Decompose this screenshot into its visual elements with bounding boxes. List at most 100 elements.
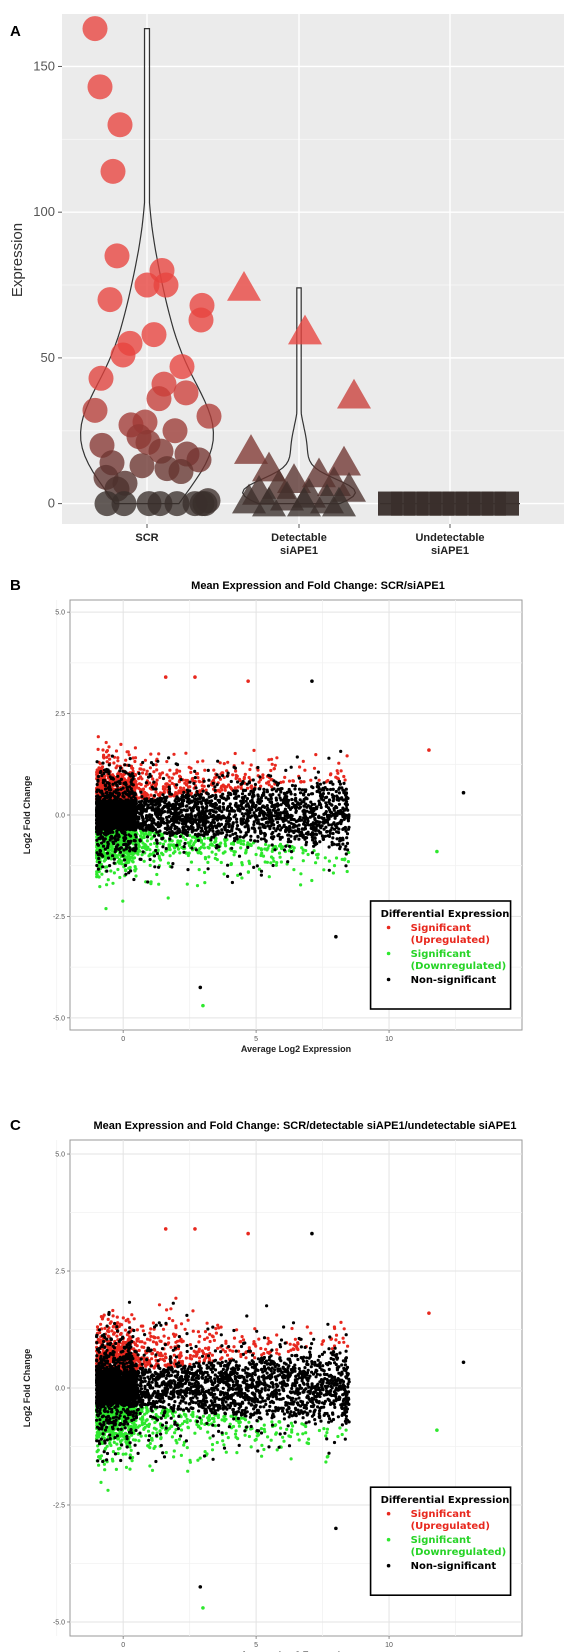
- legend-key-2: [386, 1563, 391, 1568]
- outlier-point: [334, 1526, 338, 1531]
- legend-key-0: [386, 925, 391, 930]
- legend-label-0: Significant: [411, 1509, 472, 1520]
- legend-key-1: [386, 1537, 391, 1542]
- panel-a-point-scr: [88, 365, 114, 391]
- panel-a-point-scr: [153, 272, 179, 298]
- panel-a-point-scr: [82, 397, 108, 423]
- x-tick-label: 10: [385, 1642, 393, 1649]
- y-tick-label: -2.5: [53, 1502, 65, 1509]
- y-tick-label: 0.0: [55, 813, 65, 820]
- outlier-point: [310, 679, 314, 683]
- panel-a-point-detectable: [252, 486, 286, 517]
- y-tick-label: -5.0: [53, 1619, 65, 1626]
- panel-a-point-scr: [169, 354, 195, 380]
- panel-a-point-detectable: [288, 314, 322, 345]
- outlier-point: [193, 675, 197, 679]
- outlier-point: [246, 1231, 250, 1236]
- outlier-point: [427, 1311, 431, 1315]
- panel-a-point-detectable: [227, 270, 261, 301]
- legend-label-1: Significant: [411, 949, 472, 960]
- panel-a-point-scr: [141, 322, 167, 348]
- outlier-point: [193, 1227, 197, 1231]
- panel-a-point-scr: [146, 386, 172, 412]
- outlier-point: [163, 675, 168, 679]
- panel-a-point-scr: [188, 307, 214, 333]
- panel-label-b: B: [10, 577, 21, 594]
- panel-a-point-detectable: [232, 483, 266, 514]
- panel-a-point-scr: [82, 16, 108, 42]
- legend-title: Differential Expression: [381, 909, 510, 920]
- legend-key-0: [386, 1511, 391, 1516]
- panel-a-x-tick-label: siAPE1: [431, 545, 469, 557]
- panel-a-point-scr: [129, 453, 155, 479]
- outlier-point: [246, 679, 250, 683]
- x-axis-label: Average Log2 Expression: [241, 1650, 351, 1652]
- point-cloud: [95, 735, 351, 911]
- outlier-point: [435, 849, 439, 854]
- y-tick-label: 5.0: [55, 610, 65, 617]
- panel-a-point-scr: [110, 342, 136, 368]
- outlier-point: [435, 1428, 439, 1432]
- y-tick-label: 5.0: [55, 1152, 65, 1159]
- y-axis-label: Log2 Fold Change: [22, 776, 32, 855]
- y-tick-label: -2.5: [53, 914, 65, 921]
- panel-a-point-detectable: [322, 486, 356, 517]
- x-tick-label: 5: [254, 1642, 258, 1649]
- x-tick-label: 5: [254, 1036, 258, 1043]
- y-tick-label: -5.0: [53, 1015, 65, 1022]
- legend-box: [369, 900, 512, 1010]
- legend-key-2: [386, 977, 391, 982]
- panel-a-point-scr: [173, 380, 199, 406]
- outlier-point: [201, 1003, 205, 1008]
- panel-a-x-tick-label: SCR: [135, 532, 158, 544]
- outlier-point: [334, 934, 338, 939]
- panel-a-point-detectable: [327, 445, 361, 476]
- panel-a-point-scr: [192, 491, 218, 517]
- panel-a-point-scr: [164, 491, 190, 517]
- panel-a-gridlines: [62, 14, 564, 524]
- panel-label-a: A: [10, 23, 21, 40]
- outlier-point: [198, 985, 203, 990]
- panel-b-plot: 0 5 10 5.0 2.5 0.0 -2.5 -5.0 Average Log2 Expres…: [22, 599, 523, 1054]
- legend-label-0: (Upregulated): [411, 935, 490, 946]
- panel-a-point-scr: [186, 447, 212, 473]
- outlier-point: [310, 1231, 314, 1236]
- y-tick-label: 2.5: [55, 1269, 65, 1276]
- x-tick-label: 0: [121, 1036, 125, 1043]
- legend-label-2: Non-significant: [411, 975, 497, 986]
- legend-title: Differential Expression: [381, 1495, 510, 1506]
- panel-a-y-tick-label-150: 150: [33, 58, 55, 73]
- panel-a-y-tick-label-50: 50: [41, 350, 55, 365]
- legend-label-0: (Upregulated): [411, 1521, 490, 1532]
- panel-a-point-scr: [107, 112, 133, 138]
- panel-a-point-scr: [87, 74, 113, 100]
- panel-label-c: C: [10, 1117, 21, 1134]
- panel-c-title: Mean Expression and Fold Change: SCR/det…: [94, 1120, 517, 1132]
- x-axis-label: Average Log2 Expression: [241, 1044, 351, 1054]
- legend-label-0: Significant: [411, 923, 472, 934]
- panel-a-y-tick-label-100: 100: [33, 204, 55, 219]
- panel-a-point-detectable: [337, 378, 371, 409]
- y-axis-label: Log2 Fold Change: [22, 1349, 32, 1428]
- panel-a-x-tick-label: siAPE1: [280, 545, 318, 557]
- panel-a-point-scr: [134, 272, 160, 298]
- y-tick-label: 0.0: [55, 1386, 65, 1393]
- legend-label-1: (Downregulated): [411, 961, 507, 972]
- panel-a-y-tick-label-0: 0: [48, 496, 55, 511]
- outlier-point: [163, 1227, 168, 1231]
- panel-a-point-detectable: [234, 434, 268, 464]
- y-tick-label: 2.5: [55, 711, 65, 718]
- panel-a-points: [82, 16, 519, 517]
- outlier-point: [461, 1360, 466, 1365]
- legend-label-2: Non-significant: [411, 1561, 497, 1572]
- panel-a-x-tick-label: Undetectable: [415, 532, 484, 544]
- legend-key-1: [386, 951, 391, 956]
- panel-a-point-detectable: [287, 486, 321, 517]
- panel-b-title: Mean Expression and Fold Change: SCR/siA…: [191, 580, 445, 592]
- outlier-point: [427, 748, 431, 752]
- panel-a-point-scr: [97, 287, 123, 313]
- x-tick-label: 0: [121, 1642, 125, 1649]
- panel-a-point-scr: [111, 491, 137, 517]
